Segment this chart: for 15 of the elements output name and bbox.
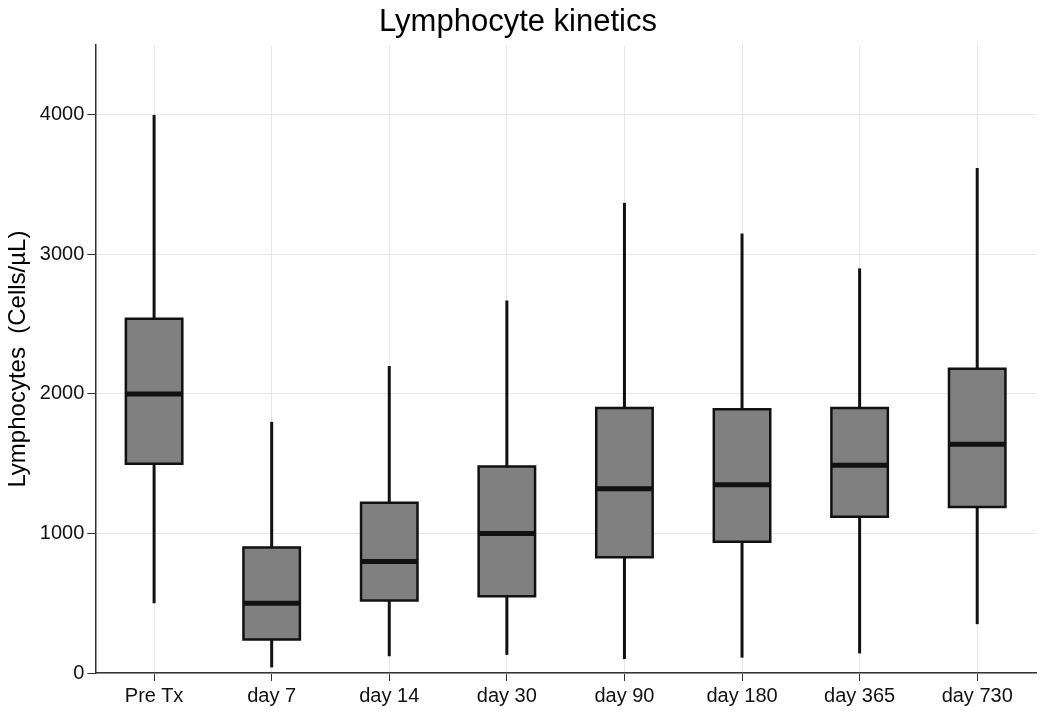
y-tick-label: 2000 <box>39 381 85 404</box>
x-tick-label: day 30 <box>476 683 537 706</box>
x-tick-label: day 180 <box>706 683 778 706</box>
y-tick-label: 1000 <box>39 521 85 543</box>
chart-title: Lymphocyte kinetics <box>379 3 657 39</box>
x-tick-label: Pre Tx <box>124 683 184 706</box>
y-axis-title: Lymphocytes (Cells/µL) <box>3 230 31 488</box>
y-tick-label: 0 <box>73 660 85 683</box>
y-tick-label: 3000 <box>39 241 85 264</box>
y-tick-label: 4000 <box>39 102 85 125</box>
x-tick-label: day 365 <box>824 683 896 706</box>
x-tick-label: day 90 <box>594 683 655 706</box>
x-tick-label: day 14 <box>359 683 420 706</box>
x-tick-label: day 7 <box>247 683 297 706</box>
x-tick-label: day 730 <box>941 683 1013 706</box>
